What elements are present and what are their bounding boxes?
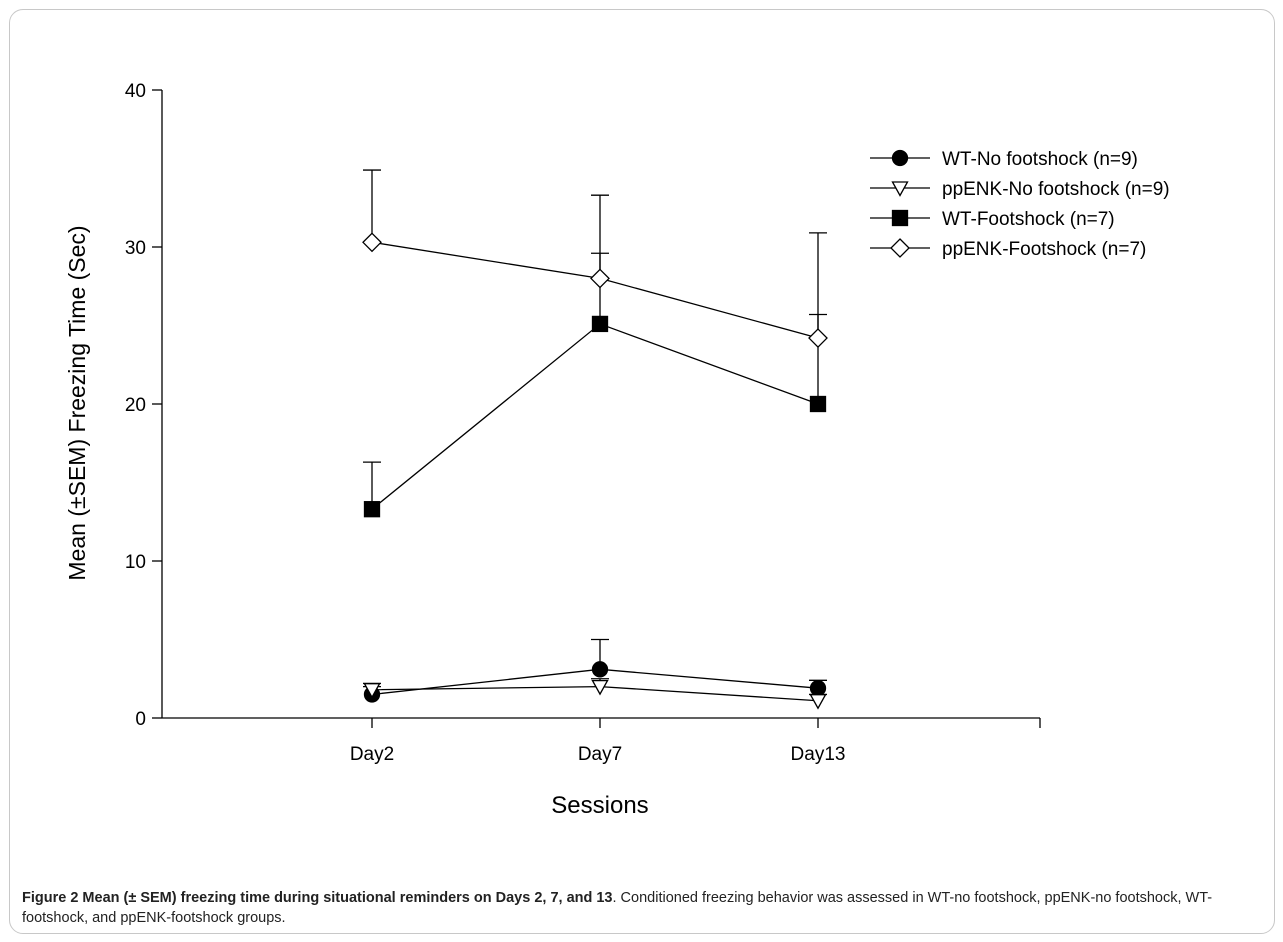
legend-entry-2: WT-Footshock (n=7) (870, 209, 1115, 230)
data-point (591, 315, 609, 333)
data-point (591, 679, 609, 696)
data-point (809, 680, 827, 697)
y-tick-label: 0 (135, 709, 146, 730)
data-point (591, 661, 609, 678)
series-line (371, 685, 819, 702)
series-0 (363, 638, 827, 703)
y-tick-label: 10 (125, 552, 146, 573)
legend-marker (890, 238, 910, 258)
data-point (590, 268, 610, 289)
series-line (371, 323, 819, 510)
legend-label: ppENK-No footshock (n=9) (942, 179, 1170, 200)
legend-marker (891, 181, 909, 197)
figure-frame (9, 9, 1275, 934)
legend-marker (891, 209, 909, 227)
legend-entry-0: WT-No footshock (n=9) (870, 149, 1138, 170)
data-point (363, 501, 381, 518)
y-axis-label: Mean (±SEM) Freezing Time (Sec) (64, 225, 90, 580)
chart-series (362, 169, 828, 710)
line-chart: 0 10 20 30 40 Day2 Day7 Day13 WT-No footshock (… (64, 81, 1170, 819)
data-point (809, 694, 827, 710)
x-tick-label: Day2 (350, 744, 394, 765)
series-3 (362, 169, 828, 348)
chart-legend: WT-No footshock (n=9) ppENK-No footshock … (870, 149, 1170, 260)
legend-entry-1: ppENK-No footshock (n=9) (870, 179, 1170, 200)
legend-entry-3: ppENK-Footshock (n=7) (870, 238, 1146, 260)
figure-caption: Figure 2 Mean (± SEM) freezing time duri… (22, 888, 1267, 928)
data-point (362, 232, 382, 253)
x-tick-label: Day13 (791, 744, 846, 765)
data-point (809, 395, 827, 413)
legend-label: WT-No footshock (n=9) (942, 149, 1138, 170)
legend-marker (891, 149, 909, 167)
caption-text: . Conditioned freezing behavior was asse… (22, 890, 1213, 926)
x-tick-label: Day7 (578, 744, 622, 765)
data-point (363, 683, 381, 699)
y-tick-label: 30 (125, 238, 146, 259)
y-tick-label: 40 (125, 81, 146, 102)
data-point (808, 328, 828, 348)
series-1 (363, 678, 827, 710)
series-2 (363, 194, 827, 518)
caption-title: Figure 2 Mean (± SEM) freezing time duri… (22, 890, 613, 906)
y-tick-label: 20 (125, 395, 146, 416)
chart-axes: 0 10 20 30 40 Day2 Day7 Day13 (125, 81, 1041, 765)
legend-label: WT-Footshock (n=7) (942, 209, 1115, 230)
legend-label: ppENK-Footshock (n=7) (942, 239, 1146, 260)
x-axis-label: Sessions (551, 792, 648, 819)
